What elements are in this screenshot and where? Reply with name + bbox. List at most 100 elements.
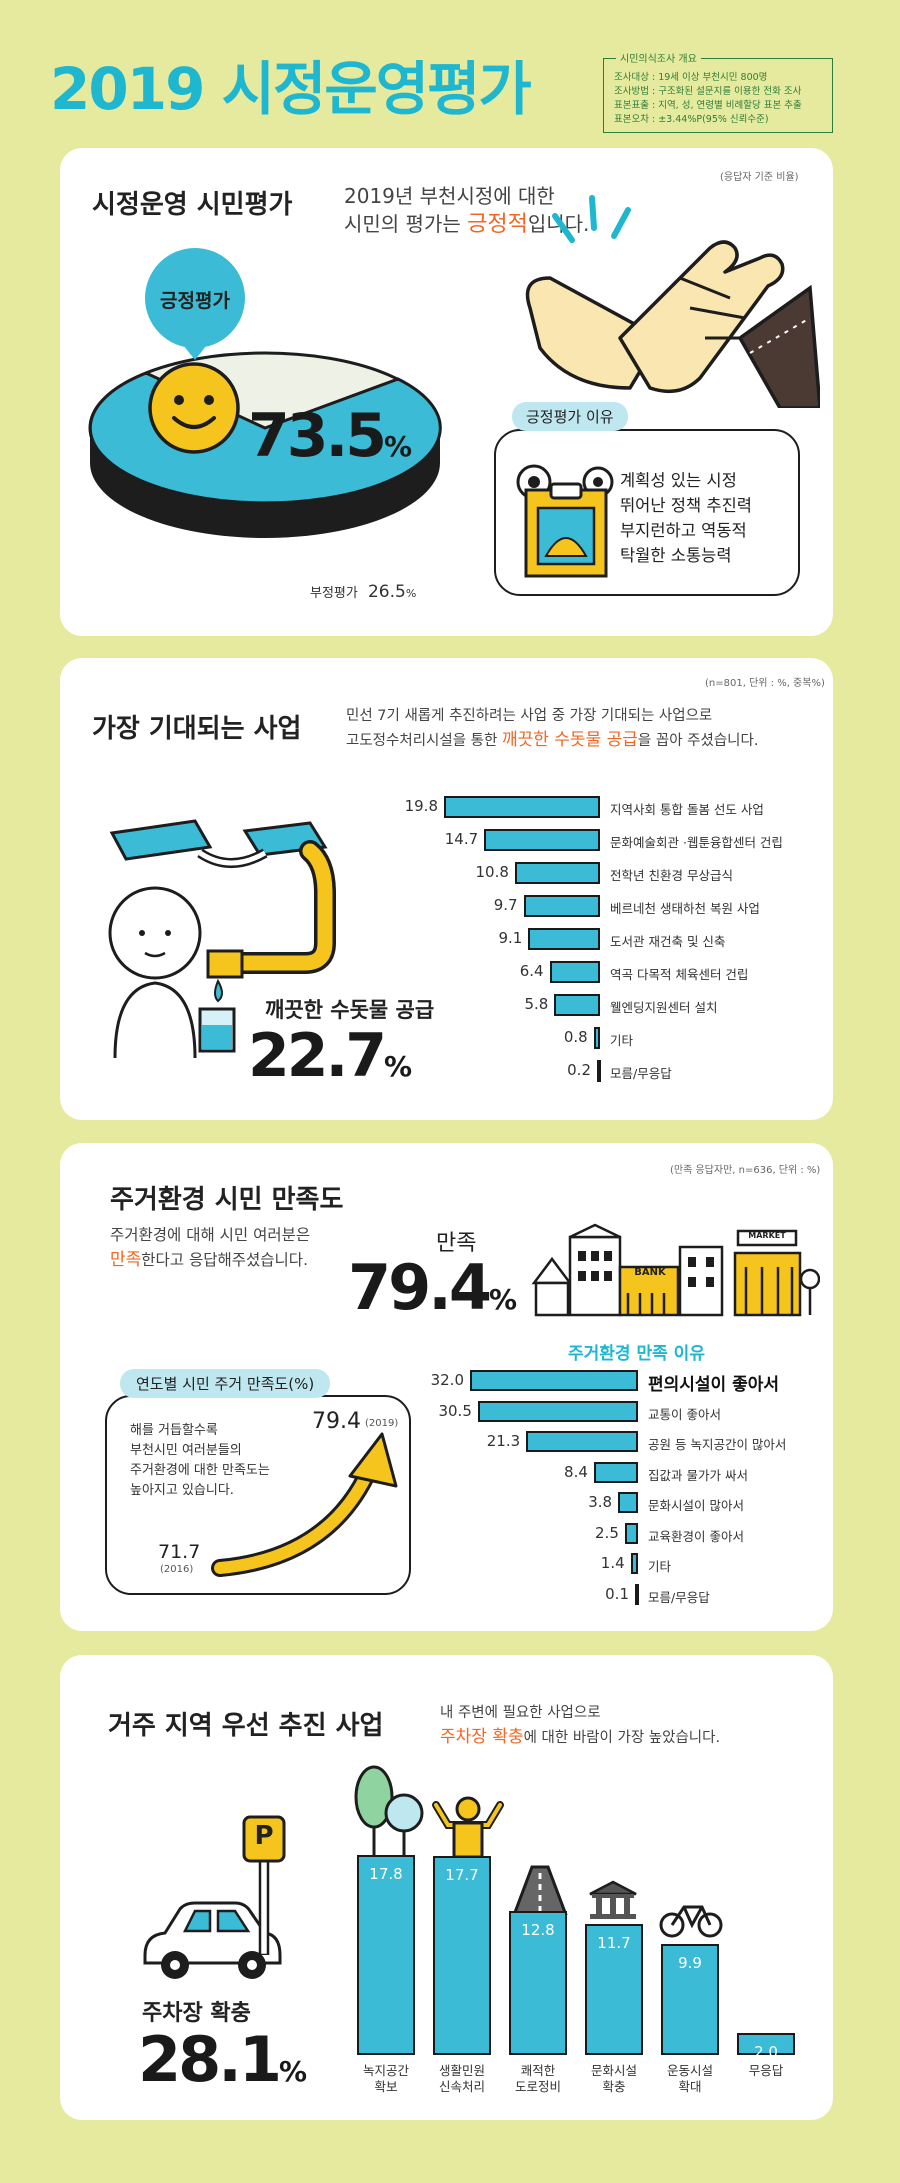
satisfaction-value: 79.4% <box>348 1251 518 1324</box>
bar-value-label: 0.1 <box>605 1584 629 1603</box>
bar-value-label: 6.4 <box>519 962 544 980</box>
bar <box>593 1461 638 1483</box>
bar-value-label: 12.8 <box>521 1921 555 1940</box>
section-city-evaluation: 시정운영 시민평가 2019년 부천시정에 대한 시민의 평가는 긍정적입니다.… <box>60 148 833 636</box>
satisfaction-reason-chart: 32.0 편의시설이 좋아서 30.5 교통이 좋아서 21.3 공원 등 녹지공간이 많… <box>60 1143 833 1631</box>
bar-category-label: 무응답 <box>748 2063 784 2078</box>
trees-icon <box>354 1765 424 1857</box>
bar <box>523 895 600 917</box>
bar <box>593 1027 600 1049</box>
bar <box>635 1583 639 1605</box>
reasons-box <box>494 429 800 596</box>
bar-value-label: 17.8 <box>369 1865 403 1883</box>
note: (만족 응답자만, n=636, 단위 : %) <box>670 1165 821 1176</box>
note: (n=801, 단위 : %, 중복%) <box>705 678 825 689</box>
bar-category-label: 도서관 재건축 및 신축 <box>610 934 726 949</box>
bar-category-label: 공원 등 녹지공간이 많아서 <box>648 1437 787 1452</box>
town-illustration <box>531 1223 820 1317</box>
section-title: 가장 기대되는 사업 <box>92 714 302 744</box>
bar <box>526 1431 638 1452</box>
bar-category-label: 문화시설 확충 <box>590 2063 637 2095</box>
negative-evaluation: 부정평가 26.5% <box>310 582 417 602</box>
bar <box>597 1060 601 1082</box>
trend-arrow-icon <box>211 1432 398 1577</box>
bar <box>630 1553 638 1574</box>
yearly-title: 연도별 시민 주거 만족도(%) <box>120 1369 331 1398</box>
bar: 2.0 <box>737 2032 795 2061</box>
bar-category-label: 기타 <box>610 1033 634 1048</box>
bar <box>514 862 600 884</box>
bar-value-label: 17.7 <box>445 1866 479 1885</box>
section-desc: 내 주변에 필요한 사업으로 주차장 확충에 대한 바람이 가장 높았습니다. <box>440 1705 721 1747</box>
bar <box>444 796 600 818</box>
bar-value-label: 0.2 <box>567 1061 591 1079</box>
bar-value-label: 0.8 <box>563 1028 588 1046</box>
survey-line: 조사방법 : 구조화된 설문지를 이용한 전화 조사 <box>614 86 802 97</box>
expected-project-chart: 19.8 지역사회 통합 돌봄 선도 사업 14.7 문화예술회관 ·웹툰융합센터 건… <box>60 658 833 1120</box>
bar-value-label: 9.7 <box>493 896 518 914</box>
year-end-label: (2019) <box>365 1418 399 1429</box>
highlight-value: 22.7% <box>248 1021 413 1091</box>
bar-value-label: 2.0 <box>754 2042 778 2061</box>
parking-sign-icon <box>242 1815 286 1955</box>
bar-value-label: 32.0 <box>430 1371 464 1389</box>
bar-value-label: 9.9 <box>678 1953 702 1972</box>
reasons-title: 주거환경 만족 이유 <box>568 1344 705 1364</box>
bar-value-label: 19.8 <box>404 797 438 815</box>
bar: 12.8 <box>509 1911 567 2055</box>
bar-category-label: 교육환경이 좋아서 <box>648 1528 744 1544</box>
section-title: 거주 지역 우선 추진 사업 <box>108 1711 384 1741</box>
bar <box>618 1492 638 1513</box>
bar-category-label: 집값과 물가가 싸서 <box>648 1467 748 1483</box>
bar <box>554 994 600 1016</box>
bar-value-label: 30.5 <box>438 1401 472 1420</box>
bar-category-label: 베르네천 생태하천 복원 사업 <box>610 901 760 916</box>
bar-value-label: 5.8 <box>524 995 549 1013</box>
bar <box>528 928 600 950</box>
reason-item: 뛰어난 정책 추진력 <box>620 496 752 515</box>
highlight-value: 28.1% <box>138 2023 308 2096</box>
bar-value-label: 21.3 <box>486 1432 521 1450</box>
section-title: 주거환경 시민 만족도 <box>110 1185 344 1215</box>
satisfaction-label: 만족 <box>436 1231 477 1256</box>
bar-value-label: 3.8 <box>588 1493 613 1511</box>
year-start-label: (2016) <box>160 1564 194 1575</box>
year-end-value: 79.4 <box>312 1409 361 1434</box>
road-icon <box>512 1865 568 1915</box>
reason-item: 부지런하고 역동적 <box>620 521 747 540</box>
person-cheering-icon <box>432 1796 504 1857</box>
pie-chart <box>88 351 442 538</box>
bar-value-label: 2.5 <box>595 1523 619 1542</box>
bar-category-label: 역곡 다목적 체육센터 건립 <box>610 967 749 982</box>
reasons-title: 긍정평가 이유 <box>512 402 628 431</box>
highlight-label: 깨끗한 수돗물 공급 <box>265 998 435 1022</box>
section-desc: 주거환경에 대해 시민 여러분은 만족한다고 응답해주셨습니다. <box>110 1226 311 1270</box>
water-tap-illustration <box>108 819 336 1058</box>
bar-category-label: 기타 <box>648 1559 672 1574</box>
positive-label: 긍정평가 <box>160 290 230 312</box>
bar-category-label: 모름/무응답 <box>610 1066 672 1081</box>
market-sign: MARKET <box>748 1231 786 1240</box>
bar-category-label: 녹지공간 확보 <box>362 2063 409 2095</box>
survey-info-box: 시민의식조사 개요 조사대상 : 19세 이상 부천시민 800명 조사방법 :… <box>603 50 833 133</box>
section-desc: 민선 7기 새롭게 추진하려는 사업 중 가장 기대되는 사업으로 고도정수처리… <box>346 708 759 750</box>
bar <box>484 829 600 851</box>
page-title: 2019 시정운영평가 <box>50 55 532 123</box>
bar <box>549 961 600 983</box>
bar-category-label: 전학년 친환경 무상급식 <box>610 868 733 883</box>
section-title: 시정운영 시민평가 <box>92 190 293 220</box>
clapping-hands-icon <box>525 195 820 408</box>
gear-clipboard-icon <box>516 464 614 578</box>
bar-category-label: 문화시설이 많아서 <box>648 1498 744 1513</box>
bubble-shape <box>145 248 245 360</box>
bar-value-label: 9.1 <box>498 929 523 947</box>
bar-category-label: 교통이 좋아서 <box>648 1406 721 1422</box>
bar-category-label: 모름/무응답 <box>648 1589 710 1605</box>
reason-item: 탁월한 소통능력 <box>620 546 732 565</box>
survey-line: 표본표출 : 지역, 성, 연령별 비례할당 표본 추출 <box>614 100 802 111</box>
bar: 11.7 <box>585 1923 643 2055</box>
yearly-text: 해를 거듭할수록 부천시민 여러분들의 주거환경에 대한 만족도는 높아지고 있… <box>130 1423 270 1498</box>
survey-info-title: 시민의식조사 개요 <box>616 50 701 65</box>
bar-value-label: 14.7 <box>444 830 479 848</box>
bar-category-label: 편의시설이 좋아서 <box>648 1375 780 1395</box>
